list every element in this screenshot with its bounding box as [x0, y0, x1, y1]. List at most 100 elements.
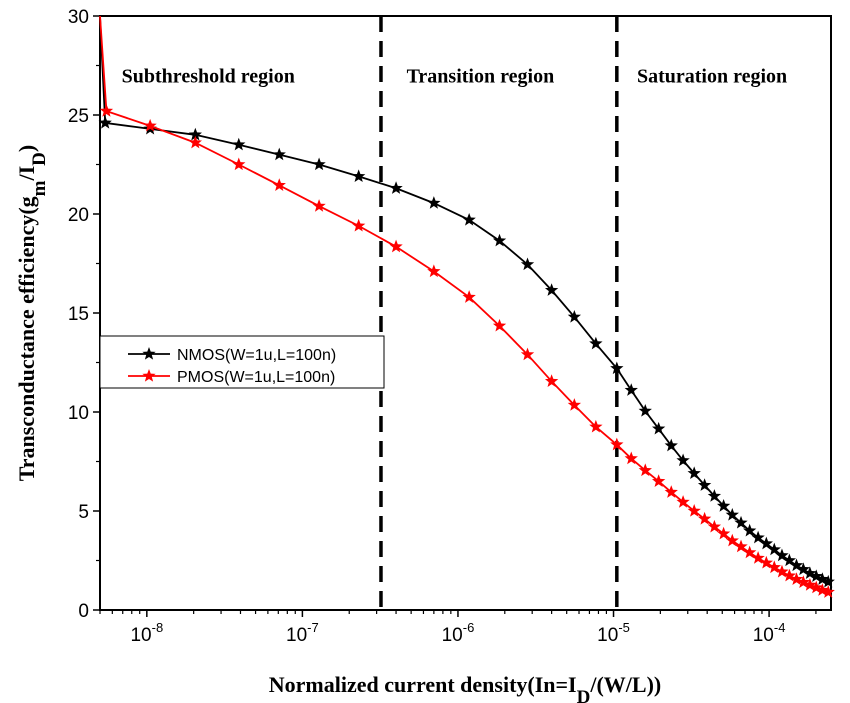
data-point-star	[462, 290, 476, 303]
data-point-star	[492, 318, 507, 332]
y-tick-label: 5	[78, 502, 89, 523]
data-point-star	[725, 533, 739, 547]
data-point-star	[734, 539, 748, 553]
data-point-star	[803, 578, 817, 591]
series-line	[99, 15, 829, 583]
data-point-star	[676, 453, 690, 467]
legend-label: NMOS(W=1u,L=100n)	[177, 347, 336, 364]
data-point-star	[544, 374, 559, 387]
data-point-star	[143, 118, 157, 132]
data-point-star	[272, 178, 286, 191]
y-tick-label: 20	[68, 205, 89, 226]
legend-label: PMOS(W=1u,L=100n)	[177, 369, 335, 386]
series-group	[98, 15, 835, 588]
data-point-star	[751, 530, 765, 544]
data-point-star	[767, 542, 781, 556]
data-point-star	[821, 574, 835, 588]
y-axis: 0 5 10 15 20 25 30	[68, 7, 100, 622]
data-point-star	[782, 568, 797, 582]
data-point-star	[520, 347, 535, 361]
data-point-star	[716, 526, 731, 540]
legend-item: NMOS(W=1u,L=100n)	[128, 347, 336, 364]
data-point-star	[803, 566, 817, 580]
data-point-star	[743, 545, 757, 559]
x-tick-label: 10-5	[597, 620, 630, 646]
data-point-star	[687, 504, 701, 517]
data-point-star	[589, 336, 603, 350]
data-point-star	[589, 419, 603, 433]
data-point-star	[232, 137, 246, 151]
data-point-star	[610, 361, 624, 375]
data-point-star	[544, 283, 559, 296]
data-point-star	[352, 218, 366, 232]
data-point-star	[796, 562, 810, 576]
data-point-star	[734, 515, 748, 529]
data-point-star	[352, 169, 366, 183]
x-tick-label: 10-7	[286, 620, 319, 646]
data-point-star	[759, 555, 773, 569]
series-group	[99, 15, 835, 598]
data-point-star	[815, 572, 830, 585]
data-point-star	[624, 383, 638, 396]
data-point-star	[188, 127, 202, 141]
data-point-star	[707, 519, 722, 533]
data-point-star	[707, 489, 722, 502]
data-point-star	[687, 466, 701, 480]
data-point-star	[567, 309, 582, 323]
x-tick-label: 10-4	[753, 620, 786, 646]
y-tick-label: 15	[68, 304, 89, 325]
data-point-star	[821, 585, 835, 598]
data-point-star	[725, 507, 739, 521]
region-labels: Subthreshold region Transition region Satu…	[122, 65, 788, 87]
data-point-star	[389, 239, 403, 253]
data-point-star	[389, 181, 403, 194]
data-point-star	[638, 404, 652, 417]
series-line	[99, 15, 829, 594]
x-tick-label: 10-6	[442, 620, 475, 646]
data-point-star	[492, 233, 507, 247]
region-label: Transition region	[407, 65, 555, 87]
data-point-star	[567, 398, 582, 411]
data-point-star	[789, 572, 804, 585]
legend-marker-star	[142, 347, 156, 360]
data-point-star	[775, 548, 789, 562]
data-point-star	[796, 575, 810, 588]
data-point-star	[427, 264, 441, 278]
y-axis-title: Transconductance efficiency(gm/ID)	[14, 145, 50, 482]
data-point-star	[664, 438, 678, 452]
y-tick-label: 30	[68, 7, 89, 28]
x-tick-label: 10-8	[130, 620, 163, 646]
data-point-star	[751, 551, 765, 564]
legend-marker-star	[142, 369, 156, 382]
region-label: Subthreshold region	[122, 65, 295, 87]
data-point-star	[188, 135, 202, 149]
data-point-star	[520, 257, 535, 271]
data-point-star	[651, 421, 666, 435]
data-point-star	[743, 523, 757, 537]
data-point-star	[427, 196, 441, 209]
data-point-star	[651, 474, 666, 487]
data-point-star	[272, 147, 286, 161]
data-point-star	[676, 495, 690, 508]
data-point-star	[610, 437, 624, 451]
data-point-star	[759, 536, 773, 550]
legend: NMOS(W=1u,L=100n) PMOS(W=1u,L=100n)	[99, 335, 385, 389]
region-boundaries	[379, 16, 619, 610]
legend-item: PMOS(W=1u,L=100n)	[128, 369, 335, 386]
data-point-star	[624, 451, 638, 465]
data-point-star	[312, 199, 326, 212]
data-point-star	[98, 115, 112, 129]
data-point-star	[716, 499, 731, 512]
x-axis-title: Normalized current density(In=ID/(W/L))	[269, 672, 662, 703]
y-tick-label: 10	[68, 403, 89, 424]
data-point-star	[815, 583, 830, 596]
series-layer	[98, 15, 835, 598]
data-point-star	[232, 157, 246, 171]
data-point-star	[782, 553, 797, 567]
x-axis: 10-8 10-7 10-6 10-5 10-4	[99, 610, 817, 646]
y-tick-label: 0	[78, 601, 89, 622]
data-point-star	[809, 580, 823, 594]
data-point-star	[697, 478, 712, 491]
data-point-star	[789, 558, 804, 572]
